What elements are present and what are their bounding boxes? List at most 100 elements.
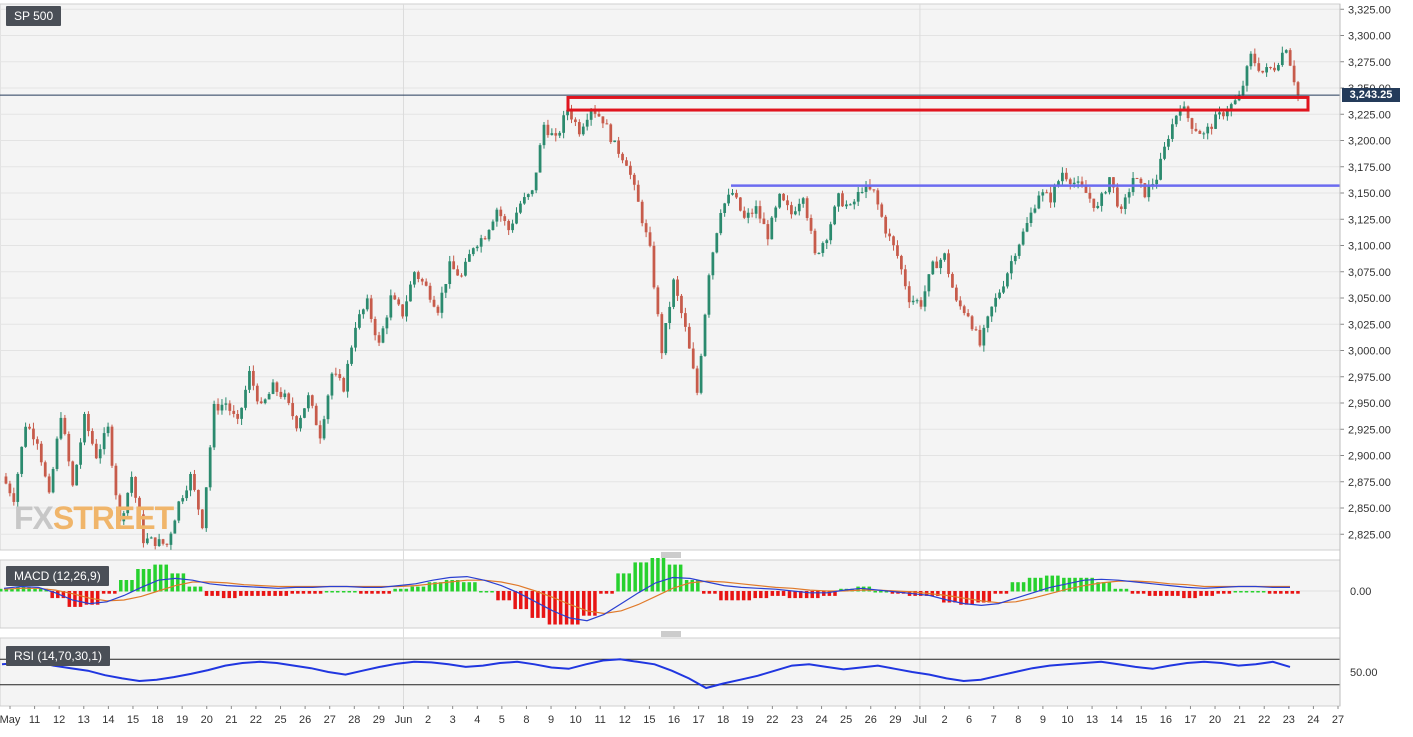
macd-histogram-bar-positive bbox=[347, 591, 352, 593]
candle-down bbox=[935, 261, 939, 269]
candle-up bbox=[746, 212, 750, 218]
candle-up bbox=[982, 327, 986, 346]
macd-histogram-bar-negative bbox=[1273, 591, 1277, 594]
macd-histogram-bar-negative bbox=[364, 591, 369, 594]
candle-down bbox=[632, 174, 636, 185]
candle-down bbox=[47, 476, 51, 493]
candle-down bbox=[680, 295, 683, 314]
macd-histogram-bar-positive bbox=[1244, 591, 1249, 593]
x-tick-label: 23 bbox=[791, 714, 803, 726]
candle-up bbox=[703, 314, 707, 356]
candle-up bbox=[774, 207, 778, 218]
candle-up bbox=[542, 124, 546, 146]
candle-up bbox=[358, 314, 361, 328]
candle-down bbox=[762, 218, 766, 225]
candle-up bbox=[1002, 286, 1005, 293]
candle-down bbox=[460, 275, 463, 277]
candle-down bbox=[39, 443, 43, 463]
macd-histogram-bar-negative bbox=[890, 591, 895, 594]
rsi-panel-bg bbox=[0, 637, 1341, 707]
macd-histogram-bar-positive bbox=[461, 582, 466, 592]
candle-up bbox=[931, 261, 935, 275]
x-tick-label: 22 bbox=[250, 714, 262, 726]
macd-histogram-bar-positive bbox=[873, 591, 877, 593]
candle-down bbox=[87, 413, 90, 432]
macd-histogram-bar-positive bbox=[650, 558, 655, 592]
macd-histogram-bar-negative bbox=[1004, 591, 1009, 594]
macd-histogram-bar-negative bbox=[976, 591, 980, 603]
candle-up bbox=[585, 119, 589, 127]
candle-down bbox=[200, 509, 204, 529]
candle-up bbox=[998, 292, 1001, 298]
macd-histogram-bar-negative bbox=[107, 591, 111, 594]
macd-histogram-bar-negative bbox=[519, 591, 523, 610]
candle-up bbox=[240, 407, 243, 419]
y-tick-label: 3,200.00 bbox=[1348, 136, 1391, 148]
candle-up bbox=[181, 498, 185, 502]
macd-histogram-bar-negative bbox=[724, 591, 729, 601]
macd-histogram-bar-negative bbox=[1187, 591, 1192, 599]
x-tick-label: 26 bbox=[299, 714, 311, 726]
candle-down bbox=[903, 269, 907, 287]
candle-up bbox=[306, 395, 310, 409]
candle-up bbox=[448, 261, 452, 284]
macd-histogram-bar-positive bbox=[1021, 582, 1026, 592]
candle-up bbox=[990, 306, 994, 317]
candle-down bbox=[766, 224, 770, 240]
x-tick-label: 10 bbox=[570, 714, 582, 726]
candle-down bbox=[43, 462, 47, 477]
candle-down bbox=[1296, 82, 1300, 96]
macd-histogram-bar-positive bbox=[187, 586, 192, 592]
candle-down bbox=[742, 210, 746, 218]
candle-up bbox=[825, 240, 829, 244]
macd-histogram-bar-negative bbox=[547, 591, 552, 625]
candle-down bbox=[554, 133, 558, 136]
y-tick-label: 3,225.00 bbox=[1348, 109, 1391, 121]
x-tick-label: 11 bbox=[29, 714, 40, 726]
candle-down bbox=[32, 428, 35, 440]
candle-down bbox=[1222, 112, 1225, 117]
y-tick-label: 3,175.00 bbox=[1348, 162, 1391, 174]
y-tick-label: 2,900.00 bbox=[1348, 451, 1391, 463]
macd-histogram-bar-negative bbox=[730, 591, 734, 601]
candle-down bbox=[8, 483, 12, 494]
macd-histogram-bar-positive bbox=[1233, 591, 1238, 593]
x-tick-label: Jun bbox=[395, 714, 413, 726]
macd-histogram-bar-positive bbox=[164, 564, 169, 592]
candle-down bbox=[695, 368, 699, 393]
candle-up bbox=[145, 538, 149, 544]
candle-up bbox=[299, 417, 302, 429]
candle-down bbox=[813, 230, 817, 254]
macd-histogram-bar-positive bbox=[639, 562, 643, 592]
candle-down bbox=[1135, 178, 1139, 180]
candle-up bbox=[770, 217, 774, 240]
rsi-y-tick-label: 50.00 bbox=[1350, 667, 1378, 679]
macd-histogram-bar-positive bbox=[1067, 577, 1072, 592]
macd-histogram-bar-positive bbox=[153, 564, 157, 592]
candle-down bbox=[656, 287, 660, 315]
macd-y-tick-label: 0.00 bbox=[1350, 586, 1371, 598]
macd-histogram-bar-negative bbox=[564, 591, 569, 625]
macd-histogram-bar-positive bbox=[4, 588, 9, 592]
x-tick-label: 2 bbox=[425, 714, 431, 726]
x-tick-label: 10 bbox=[1061, 714, 1073, 726]
candle-down bbox=[735, 192, 738, 198]
macd-histogram-bar-negative bbox=[776, 591, 780, 596]
candle-up bbox=[754, 206, 758, 214]
candle-down bbox=[593, 109, 597, 114]
candle-down bbox=[1190, 118, 1194, 129]
x-tick-label: 27 bbox=[324, 714, 336, 726]
candle-down bbox=[1186, 106, 1190, 119]
candle-down bbox=[373, 318, 377, 336]
macd-histogram-bar-negative bbox=[296, 591, 300, 594]
macd-histogram-bar-negative bbox=[759, 591, 763, 599]
macd-histogram-bar-positive bbox=[1050, 575, 1055, 592]
candle-down bbox=[951, 273, 954, 288]
candle-up bbox=[994, 297, 998, 307]
candle-up bbox=[986, 316, 990, 328]
candle-up bbox=[59, 417, 63, 439]
candle-down bbox=[868, 184, 872, 190]
macd-histogram-bar-positive bbox=[1073, 577, 1077, 592]
candle-up bbox=[98, 449, 102, 459]
candle-down bbox=[1288, 50, 1292, 66]
